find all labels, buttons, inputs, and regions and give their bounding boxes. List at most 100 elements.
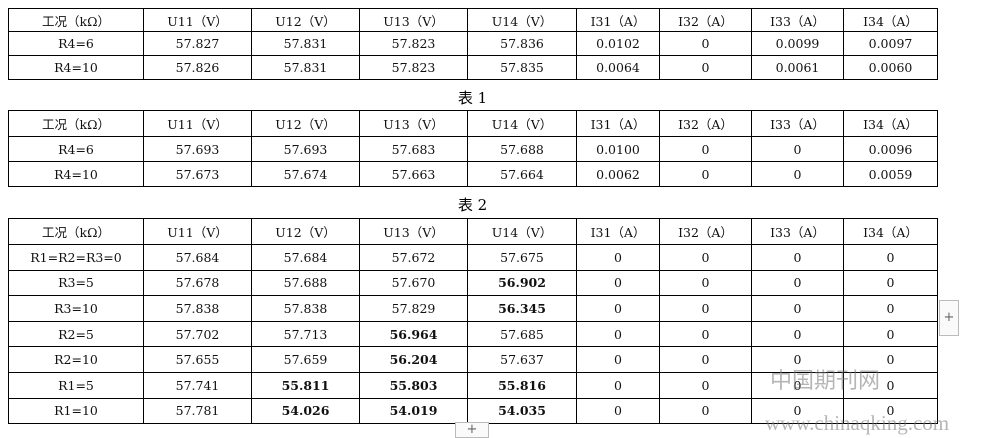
cell: 55.803 bbox=[359, 371, 468, 399]
header-cell: 工况（kΩ） bbox=[8, 8, 144, 32]
header-cell: U12（V） bbox=[251, 8, 360, 32]
cell: 0 bbox=[751, 295, 844, 322]
cell: 54.035 bbox=[467, 397, 577, 425]
cell: 0.0096 bbox=[843, 136, 938, 162]
cell: 57.831 bbox=[251, 55, 360, 80]
table: 工况（kΩ） U11（V） U12（V） U13（V） U14（V） I31（A） I32（… bbox=[8, 218, 938, 425]
cell: 57.663 bbox=[359, 161, 468, 187]
watermark: 中国期刊网 bbox=[770, 368, 881, 393]
cell: 57.835 bbox=[467, 55, 577, 80]
cell: R4=6 bbox=[8, 31, 144, 56]
cell: 57.684 bbox=[143, 244, 252, 271]
cell: 0 bbox=[659, 55, 752, 80]
row: R4=10 57.673 57.674 57.663 57.664 0.0062 0 0 0.0… bbox=[8, 161, 938, 187]
cell: 0 bbox=[659, 161, 752, 187]
table: 工况（kΩ） U11（V） U12（V） U13（V） U14（V） I31（A） I32（… bbox=[8, 8, 938, 80]
cell: 0 bbox=[659, 320, 752, 348]
cell: 57.829 bbox=[359, 295, 468, 322]
cell: 0 bbox=[576, 397, 660, 425]
cell: 0 bbox=[751, 397, 844, 425]
cell: 0 bbox=[576, 295, 660, 322]
cell: 57.688 bbox=[467, 136, 577, 162]
cell: 54.019 bbox=[359, 397, 468, 425]
cell: 0 bbox=[843, 397, 938, 425]
cell: 0 bbox=[659, 346, 752, 373]
cell: 55.811 bbox=[251, 371, 360, 399]
header-cell: I32（A） bbox=[659, 110, 752, 137]
header-cell: I34（A） bbox=[843, 8, 938, 32]
cell: 0 bbox=[659, 295, 752, 322]
header-cell: U14（V） bbox=[467, 218, 577, 245]
header-cell: U14（V） bbox=[467, 110, 577, 137]
table: 工况（kΩ） U11（V） U12（V） U13（V） U14（V） I31（A） I32（… bbox=[8, 110, 938, 187]
cell: 54.026 bbox=[251, 397, 360, 425]
cell: 0 bbox=[843, 320, 938, 348]
cell: 57.659 bbox=[251, 346, 360, 373]
cell: 0 bbox=[751, 136, 844, 162]
cell: 0 bbox=[576, 320, 660, 348]
cell: R3=10 bbox=[8, 295, 144, 322]
cell: 57.823 bbox=[359, 55, 468, 80]
cell: R4=10 bbox=[8, 161, 144, 187]
cell: 0 bbox=[576, 371, 660, 399]
cell: 0 bbox=[843, 295, 938, 322]
row: R4=6 57.693 57.693 57.683 57.688 0.0100 0 0 0.00… bbox=[8, 136, 938, 162]
cell: 0 bbox=[659, 371, 752, 399]
header-cell: I34（A） bbox=[843, 110, 938, 137]
header-cell: I34（A） bbox=[843, 218, 938, 245]
add-column-button[interactable]: + bbox=[939, 300, 959, 336]
caption: 表 1 bbox=[457, 89, 488, 107]
header-cell: 工况（kΩ） bbox=[8, 110, 144, 137]
cell: 57.741 bbox=[143, 371, 252, 399]
cell: 57.672 bbox=[359, 244, 468, 271]
cell: 0.0059 bbox=[843, 161, 938, 187]
cell: 0 bbox=[659, 269, 752, 297]
header-cell: U12（V） bbox=[251, 110, 360, 137]
cell: 0 bbox=[751, 269, 844, 297]
header-row: 工况（kΩ） U11（V） U12（V） U13（V） U14（V） I31（A） I32（… bbox=[8, 218, 938, 245]
cell: 55.816 bbox=[467, 371, 577, 399]
cell: 56.204 bbox=[359, 346, 468, 373]
cell: 0.0060 bbox=[843, 55, 938, 80]
cell: 0.0062 bbox=[576, 161, 660, 187]
cell: 0 bbox=[843, 244, 938, 271]
header-row: 工况（kΩ） U11（V） U12（V） U13（V） U14（V） I31（A） I32（… bbox=[8, 110, 938, 137]
cell: 57.684 bbox=[251, 244, 360, 271]
cell: 0 bbox=[659, 244, 752, 271]
cell: 0 bbox=[576, 346, 660, 373]
cell: R3=5 bbox=[8, 269, 144, 297]
cell: 57.831 bbox=[251, 31, 360, 56]
add-row-button[interactable]: + bbox=[455, 422, 489, 438]
cell: 0 bbox=[843, 269, 938, 297]
header-cell: I33（A） bbox=[751, 218, 844, 245]
cell: R2=5 bbox=[8, 320, 144, 348]
header-cell: U13（V） bbox=[359, 218, 468, 245]
cell: R1=10 bbox=[8, 397, 144, 425]
cell: 56.345 bbox=[467, 295, 577, 322]
header-cell: I31（A） bbox=[576, 110, 660, 137]
cell: 57.693 bbox=[143, 136, 252, 162]
cell: R1=5 bbox=[8, 371, 144, 399]
cell: 0.0097 bbox=[843, 31, 938, 56]
row: R3=10 57.838 57.838 57.829 56.345 0 0 0 0 bbox=[8, 295, 938, 322]
row: R1=R2=R3=0 57.684 57.684 57.672 57.675 0 0 0 0 bbox=[8, 244, 938, 271]
header-cell: U11（V） bbox=[143, 110, 252, 137]
cell: 56.964 bbox=[359, 320, 468, 348]
row: R2=5 57.702 57.713 56.964 57.685 0 0 0 0 bbox=[8, 320, 938, 348]
cell: 0 bbox=[576, 269, 660, 297]
header-row: 工况（kΩ） U11（V） U12（V） U13（V） U14（V） I31（A） I32（… bbox=[8, 8, 938, 32]
cell: 0 bbox=[659, 31, 752, 56]
cell: 57.836 bbox=[467, 31, 577, 56]
cell: 57.826 bbox=[143, 55, 252, 80]
cell: 57.664 bbox=[467, 161, 577, 187]
header-cell: U13（V） bbox=[359, 8, 468, 32]
header-cell: U12（V） bbox=[251, 218, 360, 245]
cell: 57.702 bbox=[143, 320, 252, 348]
cell: 57.683 bbox=[359, 136, 468, 162]
header-cell: U11（V） bbox=[143, 218, 252, 245]
cell: 57.670 bbox=[359, 269, 468, 297]
cell: 57.838 bbox=[143, 295, 252, 322]
header-cell: I31（A） bbox=[576, 218, 660, 245]
cell: 57.637 bbox=[467, 346, 577, 373]
